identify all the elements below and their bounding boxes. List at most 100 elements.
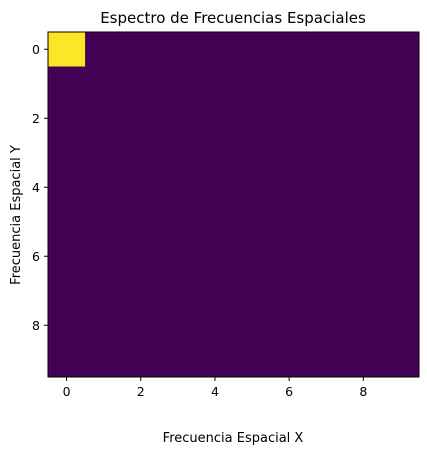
heatmap-cell-r2-c4 bbox=[196, 101, 234, 136]
heatmap-cell-r7-c4 bbox=[196, 273, 234, 309]
x-tick-label: 2 bbox=[137, 384, 145, 399]
heatmap-cell-r4-c2 bbox=[122, 170, 160, 205]
heatmap-cell-r2-c0 bbox=[48, 101, 86, 136]
heatmap-cell-r9-c8 bbox=[344, 342, 383, 378]
heatmap-cell-r9-c9 bbox=[381, 342, 420, 378]
heatmap-cell-r4-c5 bbox=[233, 170, 271, 205]
heatmap-cell-r4-c8 bbox=[344, 170, 383, 205]
heatmap-cell-r3-c7 bbox=[307, 135, 346, 171]
heatmap-cell-r6-c1 bbox=[85, 239, 123, 274]
heatmap-cell-r3-c8 bbox=[344, 135, 383, 171]
heatmap-cell-r6-c6 bbox=[270, 239, 309, 274]
heatmap-cell-r5-c3 bbox=[159, 204, 197, 240]
heatmap-cell-r5-c6 bbox=[270, 204, 309, 240]
y-tick-label: 4 bbox=[32, 180, 40, 195]
heatmap-cell-r1-c9 bbox=[381, 66, 420, 102]
heatmap-cell-r9-c2 bbox=[122, 342, 160, 378]
heatmap-cell-r1-c8 bbox=[344, 66, 383, 102]
heatmap-cell-r5-c0 bbox=[48, 204, 86, 240]
heatmap-cell-r1-c4 bbox=[196, 66, 234, 102]
x-tick-label: 4 bbox=[211, 384, 219, 399]
plot-frame bbox=[47, 31, 420, 378]
heatmap-cell-r9-c5 bbox=[233, 342, 271, 378]
heatmap-cell-r5-c9 bbox=[381, 204, 420, 240]
heatmap-cell-r7-c3 bbox=[159, 273, 197, 309]
heatmap-cell-r0-c2 bbox=[122, 32, 160, 67]
heatmap-cell-r0-c0 bbox=[48, 32, 86, 67]
heatmap-cell-r5-c8 bbox=[344, 204, 383, 240]
heatmap-cell-r8-c6 bbox=[270, 308, 309, 343]
heatmap-cell-r9-c3 bbox=[159, 342, 197, 378]
heatmap-cell-r4-c0 bbox=[48, 170, 86, 205]
heatmap-cell-r5-c7 bbox=[307, 204, 346, 240]
heatmap-cell-r6-c9 bbox=[381, 239, 420, 274]
heatmap-cell-r8-c7 bbox=[307, 308, 346, 343]
heatmap-cell-r8-c3 bbox=[159, 308, 197, 343]
y-axis-ticks: 0 2 4 6 8 bbox=[32, 42, 48, 333]
heatmap-cell-r7-c9 bbox=[381, 273, 420, 309]
heatmap-cell-r7-c1 bbox=[85, 273, 123, 309]
heatmap-cell-r4-c9 bbox=[381, 170, 420, 205]
heatmap-cell-r4-c1 bbox=[85, 170, 123, 205]
heatmap-cell-r9-c1 bbox=[85, 342, 123, 378]
y-tick-label: 0 bbox=[32, 42, 40, 57]
heatmap-cell-r0-c6 bbox=[270, 32, 309, 67]
heatmap-cell-r5-c1 bbox=[85, 204, 123, 240]
heatmap-cell-r8-c4 bbox=[196, 308, 234, 343]
heatmap-cell-r8-c2 bbox=[122, 308, 160, 343]
heatmap-cell-r3-c2 bbox=[122, 135, 160, 171]
x-axis-ticks: 0 2 4 6 8 bbox=[63, 377, 367, 399]
heatmap-cell-r0-c8 bbox=[344, 32, 383, 67]
heatmap-cell-r6-c2 bbox=[122, 239, 160, 274]
heatmap-cell-r6-c7 bbox=[307, 239, 346, 274]
heatmap-cell-r2-c7 bbox=[307, 101, 346, 136]
heatmap-cell-r2-c5 bbox=[233, 101, 271, 136]
heatmap-cell-r2-c2 bbox=[122, 101, 160, 136]
heatmap-cell-r8-c5 bbox=[233, 308, 271, 343]
heatmap-cell-r3-c6 bbox=[270, 135, 309, 171]
heatmap-cell-r7-c5 bbox=[233, 273, 271, 309]
heatmap-cell-r9-c4 bbox=[196, 342, 234, 378]
heatmap-cell-r2-c3 bbox=[159, 101, 197, 136]
heatmap-cell-r8-c1 bbox=[85, 308, 123, 343]
heatmap-cell-r6-c5 bbox=[233, 239, 271, 274]
heatmap-cell-r2-c6 bbox=[270, 101, 309, 136]
heatmap-cell-r3-c5 bbox=[233, 135, 271, 171]
x-axis-label: Frecuencia Espacial X bbox=[163, 431, 304, 446]
heatmap-cell-r0-c3 bbox=[159, 32, 197, 67]
heatmap-cell-r2-c1 bbox=[85, 101, 123, 136]
heatmap-cell-r9-c6 bbox=[270, 342, 309, 378]
heatmap-cell-r7-c2 bbox=[122, 273, 160, 309]
y-tick-label: 2 bbox=[32, 111, 40, 126]
heatmap-cell-r0-c4 bbox=[196, 32, 234, 67]
heatmap-cell-r4-c3 bbox=[159, 170, 197, 205]
y-tick-label: 6 bbox=[32, 249, 40, 264]
heatmap-cell-r8-c9 bbox=[381, 308, 420, 343]
heatmap-cell-r1-c7 bbox=[307, 66, 346, 102]
heatmap-cell-r5-c2 bbox=[122, 204, 160, 240]
y-tick-label: 8 bbox=[32, 318, 40, 333]
x-tick-label: 6 bbox=[285, 384, 293, 399]
x-tick-label: 0 bbox=[63, 384, 71, 399]
y-axis-label: Frecuencia Espacial Y bbox=[9, 145, 24, 285]
heatmap-cell-r6-c0 bbox=[48, 239, 86, 274]
heatmap-cell-r3-c9 bbox=[381, 135, 420, 171]
heatmap-cell-r8-c0 bbox=[48, 308, 86, 343]
heatmap-cell-r7-c8 bbox=[344, 273, 383, 309]
heatmap-cell-r3-c1 bbox=[85, 135, 123, 171]
heatmap-cell-r3-c3 bbox=[159, 135, 197, 171]
heatmap-cell-r5-c5 bbox=[233, 204, 271, 240]
heatmap-cells bbox=[48, 32, 420, 378]
heatmap-cell-r9-c7 bbox=[307, 342, 346, 378]
heatmap-cell-r2-c9 bbox=[381, 101, 420, 136]
heatmap-cell-r1-c3 bbox=[159, 66, 197, 102]
heatmap-cell-r9-c0 bbox=[48, 342, 86, 378]
heatmap-cell-r0-c5 bbox=[233, 32, 271, 67]
heatmap-cell-r0-c1 bbox=[85, 32, 123, 67]
heatmap-cell-r4-c6 bbox=[270, 170, 309, 205]
heatmap-cell-r5-c4 bbox=[196, 204, 234, 240]
heatmap-cell-r1-c5 bbox=[233, 66, 271, 102]
x-tick-label: 8 bbox=[359, 384, 367, 399]
heatmap-cell-r8-c8 bbox=[344, 308, 383, 343]
